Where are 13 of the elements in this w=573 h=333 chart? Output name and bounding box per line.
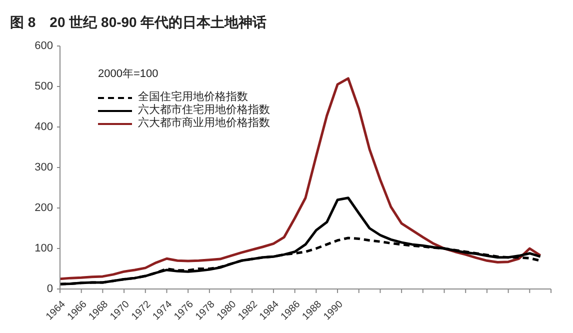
y-tick-label: 0: [46, 283, 53, 295]
legend-label: 六大都市商业用地价格指数: [138, 117, 270, 130]
y-tick-label: 200: [34, 202, 53, 214]
chart-title: 图 8 20 世纪 80-90 年代的日本土地神话: [9, 13, 268, 32]
legend-label: 全国住宅用地价格指数: [138, 91, 248, 104]
line-series: [60, 77, 542, 280]
legend-label: 六大都市住宅用地价格指数: [138, 104, 270, 116]
y-tick-label: 100: [34, 242, 53, 254]
y-tick-label: 400: [34, 121, 53, 133]
y-tick-label: 500: [34, 80, 53, 92]
y-tick-label: 300: [34, 162, 53, 174]
y-tick-label: 600: [34, 40, 53, 52]
annotation: 2000年=100: [98, 67, 158, 81]
